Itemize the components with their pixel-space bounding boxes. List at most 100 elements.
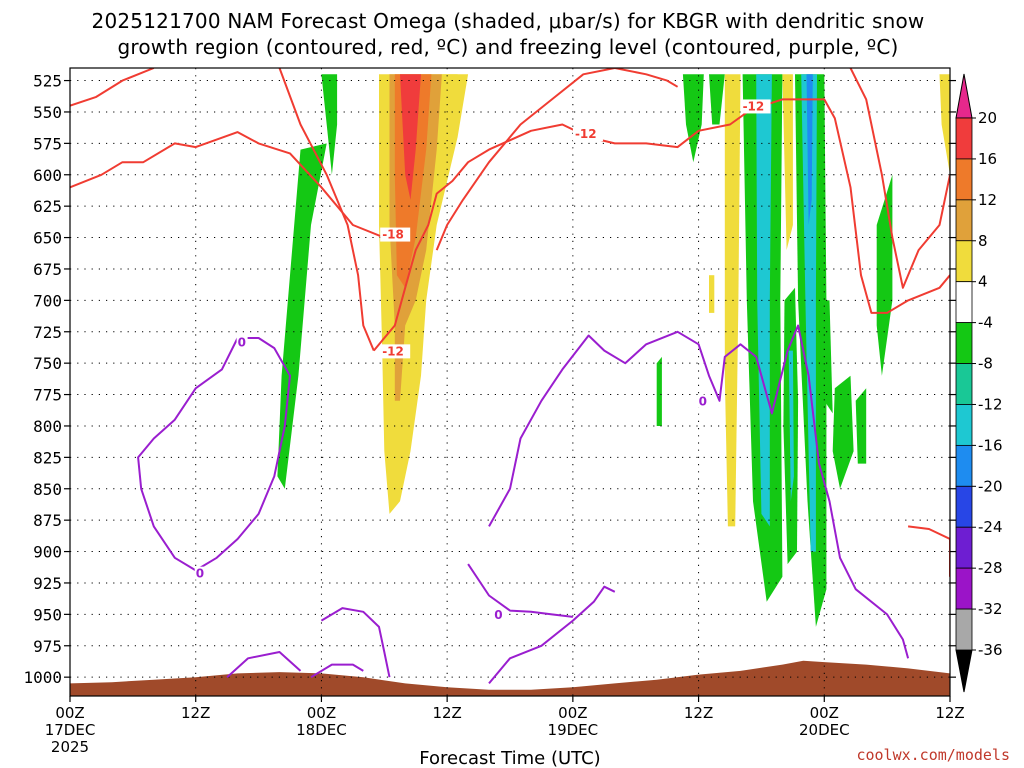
omega-region-19 — [832, 375, 854, 489]
y-tick-label-600: 600 — [33, 166, 62, 185]
terrain-surface — [70, 660, 950, 696]
purple-contour-label-text: 0 — [196, 567, 204, 581]
colorbar-bin-7 — [955, 404, 973, 446]
purple-contour-2 — [310, 663, 364, 679]
omega-region-15 — [806, 74, 813, 225]
y-tick-label-1000: 1000 — [23, 668, 62, 687]
x-tick-label-7-0: 12Z — [935, 704, 964, 722]
colorbar-label--24: -24 — [978, 518, 1003, 536]
purple-contour-6 — [488, 324, 910, 659]
purple-contour-label-0: 0 — [236, 335, 248, 350]
omega-region-7 — [682, 74, 704, 163]
colorbar-bin-2 — [955, 199, 973, 242]
red-contour-6 — [849, 68, 950, 289]
y-tick-label-700: 700 — [33, 291, 62, 310]
omega-region-14 — [801, 74, 817, 552]
y-tick-label-675: 675 — [33, 260, 62, 279]
red-contour-label-text: -18 — [382, 228, 404, 242]
purple-contour-3 — [320, 607, 391, 678]
colorbar-label--20: -20 — [978, 477, 1003, 495]
omega-region-24 — [709, 275, 715, 313]
purple-contour-label-text: 0 — [238, 336, 246, 350]
x-tick-label-0-1: 17DEC — [45, 721, 96, 739]
omega-region-8 — [709, 74, 725, 125]
purple-contour-label-1: 0 — [194, 566, 206, 581]
purple-contour-label-text: 0 — [494, 608, 502, 622]
purple-contour-label-2: 0 — [493, 608, 505, 622]
colorbar-label-16: 16 — [978, 150, 997, 168]
colorbar-bin-1 — [955, 158, 973, 201]
colorbar-label-20: 20 — [978, 109, 997, 127]
x-tick-label-0-0: 00Z — [55, 704, 84, 722]
colorbar-label--4: -4 — [978, 314, 993, 332]
omega-region-23 — [656, 356, 662, 426]
dendritic-growth-contours — [70, 68, 950, 577]
omega-region-3 — [400, 74, 421, 200]
colorbar-label--16: -16 — [978, 436, 1003, 454]
colorbar-label-12: 12 — [978, 191, 997, 209]
y-tick-label-975: 975 — [33, 637, 62, 656]
colorbar-label--12: -12 — [978, 395, 1003, 413]
colorbar-label--28: -28 — [978, 559, 1003, 577]
y-tick-label-925: 925 — [33, 574, 62, 593]
red-contour-label-text: -12 — [743, 99, 765, 113]
credit-text: coolwx.com/models — [856, 746, 1010, 764]
y-tick-label-800: 800 — [33, 417, 62, 436]
colorbar-bin-0 — [955, 117, 973, 160]
x-tick-label-1-0: 12Z — [181, 704, 210, 722]
y-axis-ticks: 525 550 575 600 625 650 675 700 725 750 775 800 825 8… — [23, 72, 956, 687]
omega-region-22 — [939, 74, 950, 175]
colorbar: 20 16 12 8 4 -4 -8 -12 -16 -20 -24 -28 -32 -36 — [955, 73, 1003, 693]
y-tick-label-850: 850 — [33, 480, 62, 499]
colorbar-bin-8 — [955, 444, 973, 487]
colorbar-label-4: 4 — [978, 273, 988, 291]
x-tick-label-6-1: 20DEC — [799, 721, 850, 739]
colorbar-label-8: 8 — [978, 232, 988, 250]
x-tick-label-5-0: 12Z — [684, 704, 713, 722]
omega-region-21 — [876, 174, 893, 376]
omega-region-11 — [756, 74, 772, 527]
red-contour-0 — [70, 68, 155, 107]
chart-title-line-1: 2025121700 NAM Forecast Omega (shaded, μ… — [92, 9, 925, 33]
colorbar-bin-12 — [955, 608, 973, 651]
y-tick-label-575: 575 — [33, 134, 62, 153]
omega-region-5 — [277, 143, 327, 489]
x-tick-label-4-1: 19DEC — [548, 721, 599, 739]
purple-contour-label-3: 0 — [697, 394, 709, 409]
y-tick-label-775: 775 — [33, 386, 62, 405]
colorbar-top-arrow — [955, 73, 973, 119]
red-contour-3 — [373, 98, 950, 352]
red-contour-label-1: -12 — [380, 344, 411, 359]
red-contour-label-text: -12 — [575, 127, 597, 141]
colorbar-bin-3 — [955, 240, 973, 283]
red-contour-4 — [435, 68, 615, 251]
red-contour-1 — [278, 68, 375, 351]
y-tick-label-750: 750 — [33, 354, 62, 373]
omega-shading-layer — [277, 74, 950, 627]
y-tick-label-950: 950 — [33, 605, 62, 624]
omega-region-20 — [855, 388, 867, 464]
colorbar-bin-4 — [955, 281, 973, 324]
x-tick-label-2-0: 00Z — [307, 704, 336, 722]
omega-region-4 — [321, 74, 338, 175]
y-tick-label-550: 550 — [33, 103, 62, 122]
y-tick-label-900: 900 — [33, 543, 62, 562]
colorbar-bottom-arrow — [955, 649, 973, 693]
colorbar-label--36: -36 — [978, 641, 1003, 659]
x-tick-label-6-0: 00Z — [810, 704, 839, 722]
red-contour-2 — [70, 131, 385, 239]
colorbar-label--8: -8 — [978, 355, 993, 373]
x-tick-label-0-2: 2025 — [51, 738, 89, 756]
terrain-layer — [70, 660, 950, 696]
colorbar-bin-6 — [955, 363, 973, 405]
red-contour-label-0: -18 — [380, 227, 411, 242]
contour-labels: -18 -12 -12 -12 0 0 0 0 — [194, 99, 771, 622]
purple-contour-1 — [226, 651, 302, 678]
x-tick-label-4-0: 00Z — [558, 704, 587, 722]
x-axis-label: Forecast Time (UTC) — [419, 748, 600, 768]
red-contour-7 — [907, 525, 950, 577]
x-tick-label-3-0: 12Z — [432, 704, 461, 722]
purple-contour-label-text: 0 — [699, 395, 707, 409]
